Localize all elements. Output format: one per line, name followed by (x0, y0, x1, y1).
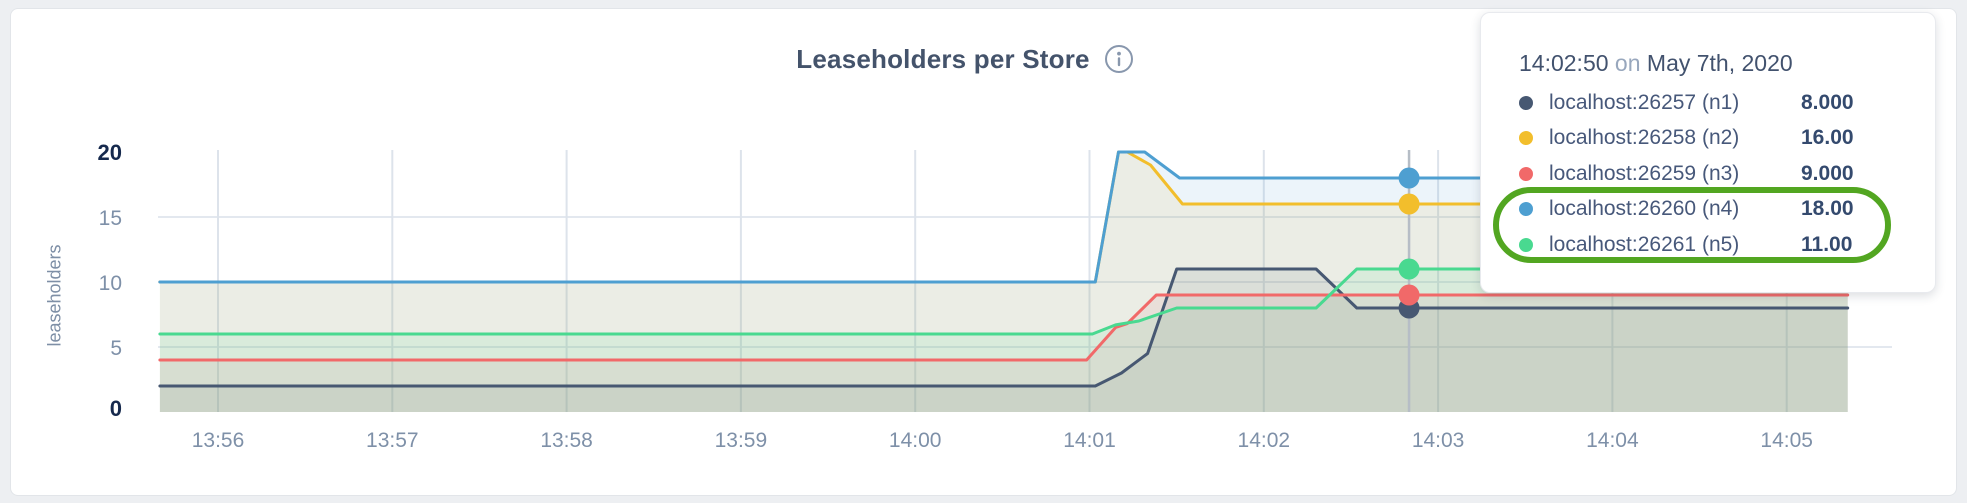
x-tick-label: 14:04 (1586, 429, 1639, 452)
tooltip-row-value: 18.00 (1801, 197, 1854, 221)
x-tick-label: 14:05 (1760, 429, 1813, 452)
highlight-annotation (1493, 187, 1891, 263)
series-line-n1 (158, 267, 1850, 388)
y-tick-label: 5 (110, 337, 122, 360)
hover-dot-n3 (1398, 284, 1420, 306)
x-tick-label: 13:58 (540, 429, 593, 452)
x-tick-label: 14:02 (1238, 429, 1291, 452)
tooltip-row-value: 8.000 (1801, 90, 1854, 114)
tooltip-row: localhost:26257 (n1) 8.000 (1519, 85, 1911, 121)
y-axis-title: leaseholders (44, 244, 65, 347)
tooltip-title: 14:02:50 on May 7th, 2020 (1519, 47, 1911, 79)
series-line-n4 (158, 150, 1850, 284)
hover-dot-n5 (1398, 258, 1420, 280)
x-tick-label: 13:59 (715, 429, 768, 452)
tooltip-time: 14:02:50 (1519, 50, 1609, 76)
tooltip-row-value: 16.00 (1801, 126, 1854, 150)
tooltip-row-label: localhost:26259 (n3) (1549, 161, 1740, 185)
hover-dot-n2 (1398, 193, 1420, 215)
x-tick-label: 13:57 (366, 429, 419, 452)
x-tick-label: 14:03 (1412, 429, 1465, 452)
series-area-n5 (159, 269, 1848, 412)
x-tick-label: 14:00 (889, 429, 942, 452)
series-color-dot (1519, 131, 1533, 146)
series-color-dot (1519, 95, 1533, 110)
series-area-n3 (159, 295, 1848, 412)
tooltip-date: May 7th, 2020 (1646, 50, 1793, 76)
tooltip-row-label: localhost:26257 (n1) (1549, 90, 1740, 114)
series-area-n1 (159, 269, 1848, 412)
series-line-n3 (158, 293, 1850, 362)
y-tick-label: 20 (98, 140, 122, 165)
y-tick-label: 10 (99, 272, 122, 295)
tooltip-row-value: 11.00 (1801, 232, 1853, 256)
chart-header: Leaseholders per Store (0, 42, 1930, 76)
series-line-n5 (158, 267, 1850, 336)
y-tick-label: 15 (99, 207, 122, 230)
tooltip-row-label: localhost:26260 (n4) (1549, 197, 1740, 221)
info-icon[interactable] (1104, 44, 1134, 74)
tooltip-row: localhost:26258 (n2) 16.00 (1519, 121, 1911, 157)
x-tick-label: 14:01 (1063, 429, 1116, 452)
x-tick-label: 13:56 (192, 429, 245, 452)
series-color-dot (1519, 166, 1533, 181)
y-tick-label: 0 (110, 396, 122, 421)
tooltip-row-value: 9.000 (1801, 161, 1854, 185)
hover-dot-n4 (1398, 167, 1420, 189)
tooltip-conjunction: on (1614, 50, 1641, 76)
tooltip-row-label: localhost:26261 (n5) (1549, 232, 1740, 256)
tooltip-row: localhost:26259 (n3) 9.000 (1519, 156, 1911, 192)
tooltip-row-label: localhost:26258 (n2) (1549, 126, 1740, 150)
chart-title: Leaseholders per Store (796, 43, 1090, 74)
